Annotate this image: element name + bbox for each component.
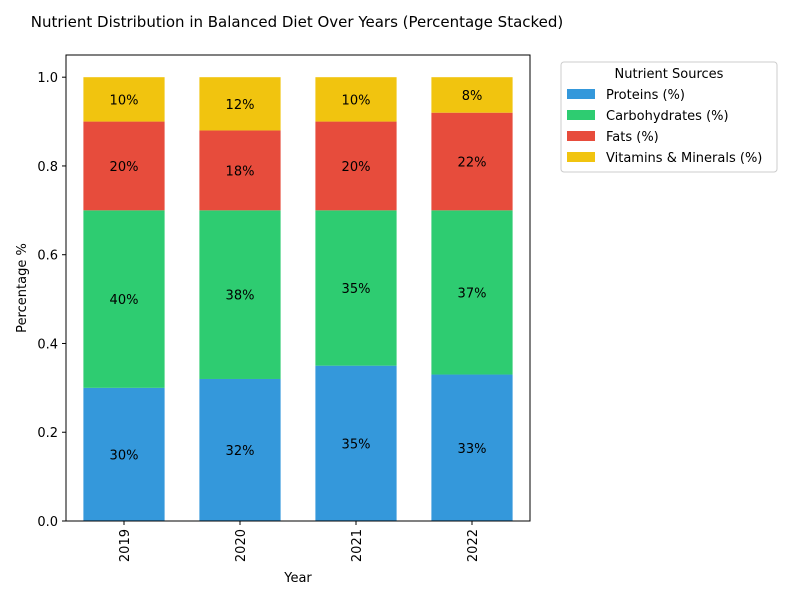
- x-tick-label: 2022: [466, 529, 481, 562]
- bar-value-label: 8%: [462, 89, 483, 104]
- x-tick-label: 2019: [118, 529, 133, 562]
- bar-segment-2021-3: [315, 77, 397, 122]
- bar-segment-2019-3: [83, 77, 165, 122]
- bar-segment-2020-3: [199, 77, 281, 131]
- bar-segment-2022-2: [431, 112, 513, 211]
- bar-value-label: 20%: [110, 160, 139, 175]
- bar-value-label: 38%: [226, 289, 255, 304]
- legend-entry-label: Carbohydrates (%): [606, 109, 729, 124]
- bar-segment-2022-0: [431, 374, 513, 521]
- x-tick-label: 2021: [350, 529, 365, 562]
- bar-value-label: 37%: [458, 286, 487, 301]
- bar-value-label: 35%: [342, 437, 371, 452]
- legend-entry-label: Vitamins & Minerals (%): [606, 151, 762, 166]
- bar-value-label: 35%: [342, 282, 371, 297]
- bar-value-label: 30%: [110, 448, 139, 463]
- x-tick-label: 2020: [234, 529, 249, 562]
- legend-entry-label: Proteins (%): [606, 88, 685, 103]
- bar-value-label: 10%: [342, 93, 371, 108]
- bar-value-label: 40%: [110, 293, 139, 308]
- legend-box: [560, 61, 778, 173]
- x-axis-label: Year: [283, 571, 312, 586]
- y-axis-label: Percentage %: [15, 243, 30, 333]
- y-tick-label: 0.8: [37, 160, 58, 175]
- bar-value-label: 32%: [226, 444, 255, 459]
- bar-segment-2022-1: [431, 210, 513, 375]
- y-tick-label: 0.4: [37, 337, 58, 352]
- y-tick-label: 0.2: [37, 426, 58, 441]
- bar-segment-2021-2: [315, 121, 397, 211]
- bar-value-label: 10%: [110, 93, 139, 108]
- bar-value-label: 22%: [458, 156, 487, 171]
- bar-segment-2020-0: [199, 378, 281, 521]
- bar-segment-2019-2: [83, 121, 165, 211]
- bar-value-label: 33%: [458, 442, 487, 457]
- legend-swatch: [567, 110, 595, 120]
- bar-segment-2020-1: [199, 210, 281, 379]
- bar-value-label: 12%: [226, 98, 255, 113]
- legend-swatch: [567, 152, 595, 162]
- bar-segment-2020-2: [199, 130, 281, 211]
- bar-value-label: 18%: [226, 164, 255, 179]
- bar-segment-2021-0: [315, 365, 397, 521]
- legend-swatch: [567, 131, 595, 141]
- legend-title: Nutrient Sources: [615, 67, 724, 82]
- y-tick-label: 0.6: [37, 249, 58, 264]
- bar-segment-2022-3: [431, 77, 513, 113]
- plot-frame: [65, 54, 531, 522]
- legend-entry-label: Fats (%): [606, 130, 659, 145]
- legend-swatch: [567, 89, 595, 99]
- bar-segment-2021-1: [315, 210, 397, 366]
- bar-value-label: 20%: [342, 160, 371, 175]
- chart-title: Nutrient Distribution in Balanced Diet O…: [31, 13, 564, 31]
- y-tick-label: 1.0: [37, 71, 58, 86]
- bar-segment-2019-0: [83, 387, 165, 521]
- bar-segment-2019-1: [83, 210, 165, 388]
- y-tick-label: 0.0: [37, 515, 58, 530]
